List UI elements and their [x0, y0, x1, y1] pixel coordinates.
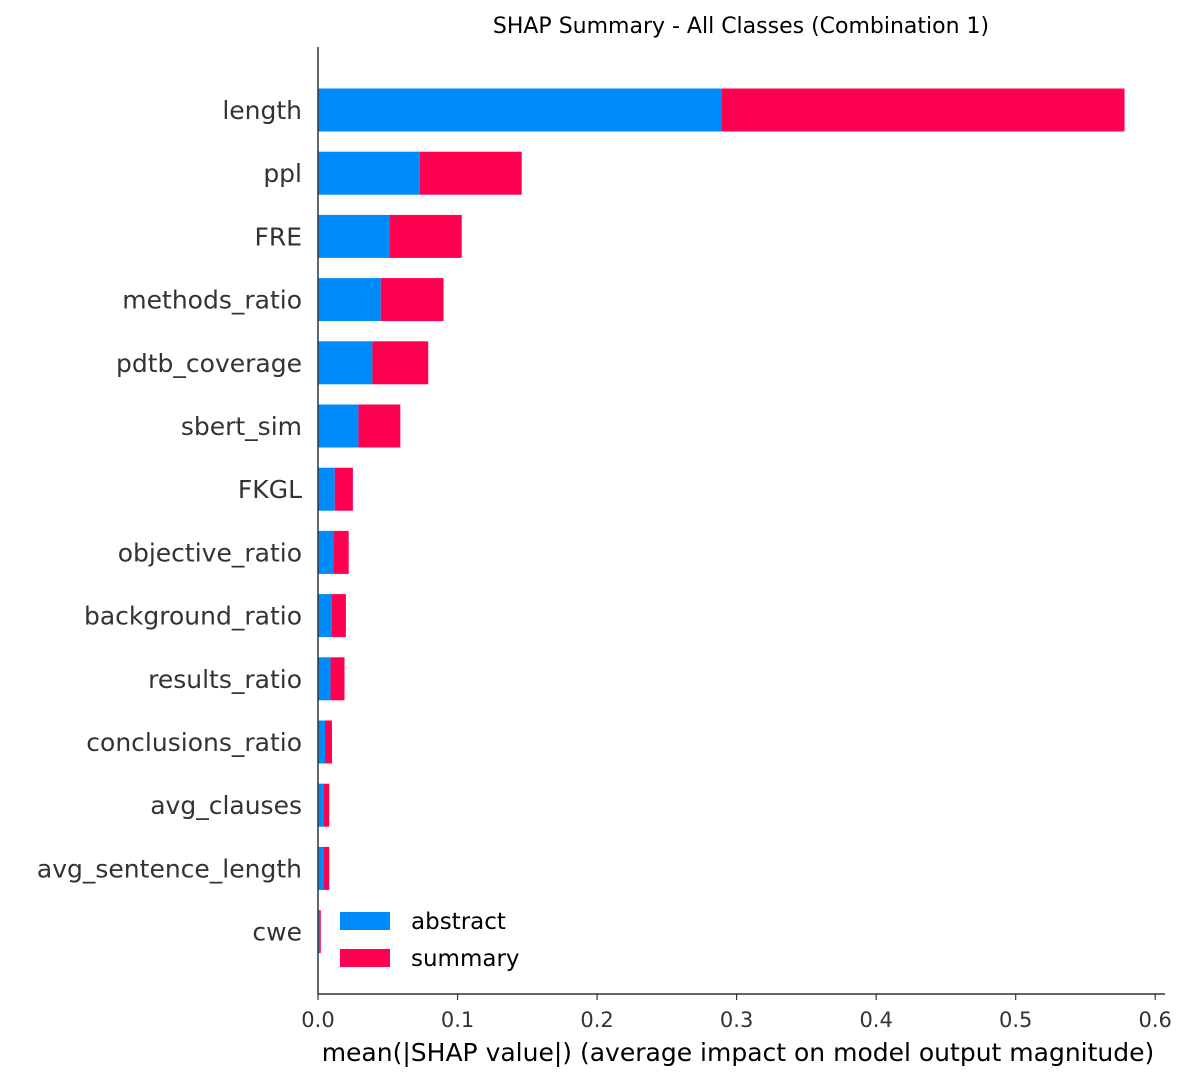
bar-abstract-fkgl — [318, 467, 335, 511]
feature-label-ppl: ppl — [263, 159, 302, 188]
legend: abstract summary — [340, 909, 520, 972]
x-tick-label: 0.6 — [1139, 1008, 1172, 1032]
bar-abstract-avg-sentence-length — [318, 846, 324, 890]
legend-label-summary: summary — [411, 946, 520, 972]
x-tick-label: 0.0 — [301, 1008, 334, 1032]
bar-summary-results-ratio — [330, 657, 345, 701]
feature-label-pdtb-coverage: pdtb_coverage — [116, 349, 302, 378]
feature-label-fkgl: FKGL — [238, 475, 302, 504]
bar-summary-length — [721, 88, 1125, 132]
bar-summary-background-ratio — [331, 594, 346, 638]
chart-title: SHAP Summary - All Classes (Combination … — [493, 14, 989, 39]
feature-label-cwe: cwe — [252, 918, 302, 947]
feature-label-results-ratio: results_ratio — [148, 665, 302, 694]
x-tick-label: 0.1 — [441, 1008, 474, 1032]
feature-label-sbert-sim: sbert_sim — [181, 412, 302, 441]
x-tick-label: 0.2 — [580, 1008, 613, 1032]
bar-abstract-results-ratio — [318, 657, 331, 701]
bar-summary-fkgl — [334, 467, 353, 511]
bar-abstract-background-ratio — [318, 594, 332, 638]
feature-label-background-ratio: background_ratio — [84, 602, 302, 631]
bar-summary-cwe — [319, 910, 321, 954]
bar-abstract-conclusions-ratio — [318, 720, 325, 764]
legend-swatch-abstract — [340, 912, 390, 930]
bar-summary-avg-sentence-length — [323, 846, 330, 890]
legend-label-abstract: abstract — [411, 909, 506, 935]
bar-summary-conclusions-ratio — [324, 720, 332, 764]
feature-label-conclusions-ratio: conclusions_ratio — [86, 728, 302, 757]
bar-summary-ppl — [419, 151, 522, 195]
bar-abstract-avg-clauses — [318, 783, 324, 827]
feature-labels: length ppl FRE methods_ratio pdtb_coveragesb… — [37, 96, 302, 947]
bar-abstract-ppl — [318, 151, 420, 195]
bar-summary-methods-ratio — [380, 278, 444, 322]
bar-abstract-methods-ratio — [318, 278, 381, 322]
bar-summary-avg-clauses — [323, 783, 330, 827]
feature-label-methods-ratio: methods_ratio — [122, 286, 302, 315]
x-tick-label: 0.3 — [720, 1008, 753, 1032]
feature-label-avg-clauses: avg_clauses — [150, 791, 302, 820]
bar-summary-fre — [389, 214, 462, 258]
x-tick-label: 0.5 — [999, 1008, 1032, 1032]
bar-abstract-fre — [318, 214, 390, 258]
bars-layer — [318, 88, 1125, 954]
bar-abstract-length — [318, 88, 722, 132]
legend-swatch-summary — [340, 949, 390, 967]
feature-label-fre: FRE — [254, 222, 302, 251]
feature-label-length: length — [222, 96, 302, 125]
bar-abstract-sbert-sim — [318, 404, 359, 448]
feature-label-objective-ratio: objective_ratio — [118, 538, 302, 567]
bar-abstract-objective-ratio — [318, 530, 334, 574]
bar-summary-pdtb-coverage — [372, 341, 429, 385]
bar-summary-objective-ratio — [333, 530, 349, 574]
bar-abstract-pdtb-coverage — [318, 341, 373, 385]
x-axis-label: mean(|SHAP value|) (average impact on mo… — [322, 1038, 1155, 1067]
bar-summary-sbert-sim — [358, 404, 401, 448]
feature-label-avg-sentence-length: avg_sentence_length — [37, 854, 302, 883]
x-axis-ticks: 0.0 0.1 0.2 0.3 0.4 0.5 0.6 — [301, 994, 1172, 1032]
x-tick-label: 0.4 — [859, 1008, 892, 1032]
